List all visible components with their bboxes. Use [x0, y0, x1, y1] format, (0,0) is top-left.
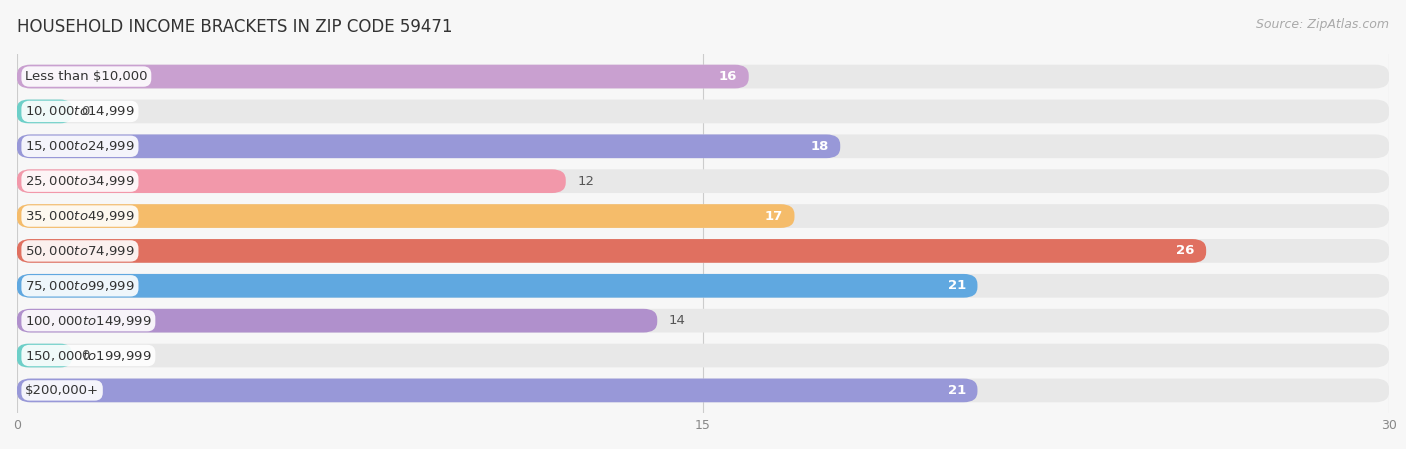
FancyBboxPatch shape — [17, 239, 1206, 263]
Text: 14: 14 — [669, 314, 686, 327]
FancyBboxPatch shape — [17, 379, 977, 402]
FancyBboxPatch shape — [17, 343, 1389, 367]
FancyBboxPatch shape — [17, 274, 977, 298]
Text: $150,000 to $199,999: $150,000 to $199,999 — [25, 348, 152, 362]
Text: 21: 21 — [948, 279, 966, 292]
Text: $15,000 to $24,999: $15,000 to $24,999 — [25, 139, 135, 153]
FancyBboxPatch shape — [17, 100, 72, 123]
FancyBboxPatch shape — [17, 274, 1389, 298]
Text: 16: 16 — [718, 70, 737, 83]
Text: 21: 21 — [948, 384, 966, 397]
Text: $200,000+: $200,000+ — [25, 384, 98, 397]
Text: $100,000 to $149,999: $100,000 to $149,999 — [25, 314, 152, 328]
FancyBboxPatch shape — [17, 204, 794, 228]
FancyBboxPatch shape — [17, 204, 1389, 228]
Text: 0: 0 — [82, 105, 90, 118]
Text: $25,000 to $34,999: $25,000 to $34,999 — [25, 174, 135, 188]
Text: 12: 12 — [578, 175, 595, 188]
FancyBboxPatch shape — [17, 239, 1389, 263]
FancyBboxPatch shape — [17, 309, 1389, 333]
FancyBboxPatch shape — [17, 169, 1389, 193]
Text: $75,000 to $99,999: $75,000 to $99,999 — [25, 279, 135, 293]
Text: HOUSEHOLD INCOME BRACKETS IN ZIP CODE 59471: HOUSEHOLD INCOME BRACKETS IN ZIP CODE 59… — [17, 18, 453, 36]
Text: 17: 17 — [765, 210, 783, 223]
Text: 18: 18 — [810, 140, 828, 153]
Text: $50,000 to $74,999: $50,000 to $74,999 — [25, 244, 135, 258]
FancyBboxPatch shape — [17, 309, 657, 333]
FancyBboxPatch shape — [17, 65, 749, 88]
Text: Less than $10,000: Less than $10,000 — [25, 70, 148, 83]
Text: $10,000 to $14,999: $10,000 to $14,999 — [25, 105, 135, 119]
FancyBboxPatch shape — [17, 379, 1389, 402]
Text: 0: 0 — [82, 349, 90, 362]
FancyBboxPatch shape — [17, 100, 1389, 123]
FancyBboxPatch shape — [17, 343, 72, 367]
FancyBboxPatch shape — [17, 134, 841, 158]
Text: 26: 26 — [1177, 244, 1195, 257]
Text: Source: ZipAtlas.com: Source: ZipAtlas.com — [1256, 18, 1389, 31]
FancyBboxPatch shape — [17, 65, 1389, 88]
Text: $35,000 to $49,999: $35,000 to $49,999 — [25, 209, 135, 223]
FancyBboxPatch shape — [17, 169, 565, 193]
FancyBboxPatch shape — [17, 134, 1389, 158]
